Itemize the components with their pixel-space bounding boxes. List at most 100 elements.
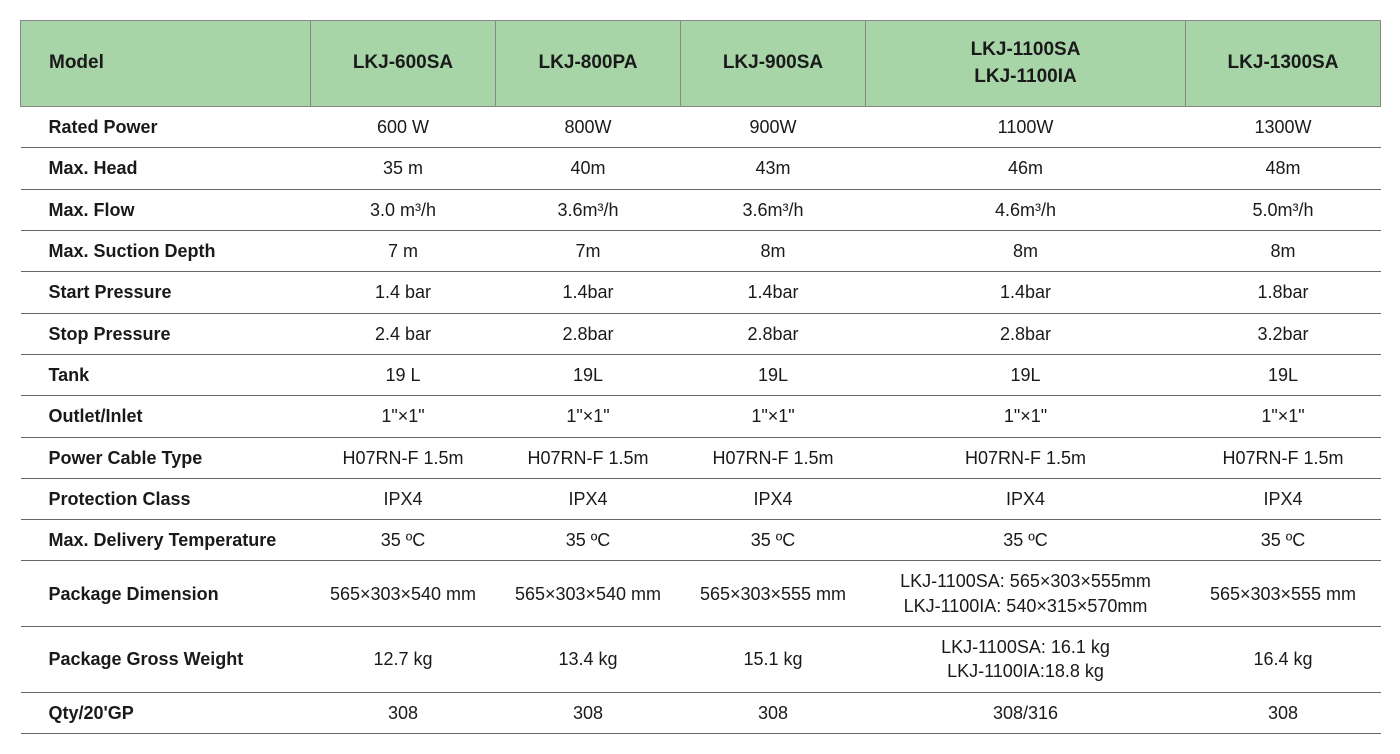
cell: LKJ-1100SA: 16.1 kg LKJ-1100IA:18.8 kg — [866, 627, 1186, 693]
row-label: Qty/20'GP — [21, 692, 311, 733]
table-row: Rated Power600 W800W900W1100W1300W — [21, 107, 1381, 148]
header-model-2: LKJ-900SA — [681, 21, 866, 107]
table-row: Start Pressure1.4 bar1.4bar1.4bar1.4bar1… — [21, 272, 1381, 313]
cell: IPX4 — [1186, 478, 1381, 519]
cell: 3.6m³/h — [496, 189, 681, 230]
table-row: Tank19 L19L19L19L19L — [21, 354, 1381, 395]
cell: 1.4 bar — [311, 272, 496, 313]
cell: H07RN-F 1.5m — [1186, 437, 1381, 478]
cell: 35 ºC — [681, 520, 866, 561]
cell: 308 — [496, 692, 681, 733]
cell: 35 m — [311, 148, 496, 189]
cell: 16.4 kg — [1186, 627, 1381, 693]
cell: 5.0m³/h — [1186, 189, 1381, 230]
table-row: Outlet/Inlet1"×1"1"×1"1"×1"1"×1"1"×1" — [21, 396, 1381, 437]
header-model-4: LKJ-1300SA — [1186, 21, 1381, 107]
cell: 1100W — [866, 107, 1186, 148]
table-row: Power Cable TypeH07RN-F 1.5mH07RN-F 1.5m… — [21, 437, 1381, 478]
cell: 19L — [1186, 354, 1381, 395]
cell: 7 m — [311, 231, 496, 272]
cell: 19L — [866, 354, 1186, 395]
cell: H07RN-F 1.5m — [681, 437, 866, 478]
cell: 308 — [1186, 692, 1381, 733]
cell: 7m — [496, 231, 681, 272]
table-row: Max. Head35 m40m43m46m48m — [21, 148, 1381, 189]
cell: 12.7 kg — [311, 627, 496, 693]
header-model-1: LKJ-800PA — [496, 21, 681, 107]
header-label: Model — [21, 21, 311, 107]
cell: IPX4 — [496, 478, 681, 519]
row-label: Package Gross Weight — [21, 627, 311, 693]
cell: 19 L — [311, 354, 496, 395]
cell: 565×303×540 mm — [311, 561, 496, 627]
header-row: Model LKJ-600SA LKJ-800PA LKJ-900SA LKJ-… — [21, 21, 1381, 107]
cell: 800W — [496, 107, 681, 148]
cell: 35 ºC — [866, 520, 1186, 561]
cell: 1"×1" — [866, 396, 1186, 437]
cell: 8m — [866, 231, 1186, 272]
cell: 19L — [681, 354, 866, 395]
cell: 1.8bar — [1186, 272, 1381, 313]
cell: 1"×1" — [681, 396, 866, 437]
row-label: Max. Head — [21, 148, 311, 189]
cell: 1"×1" — [311, 396, 496, 437]
row-label: Rated Power — [21, 107, 311, 148]
table-body: Rated Power600 W800W900W1100W1300WMax. H… — [21, 107, 1381, 734]
cell: 3.6m³/h — [681, 189, 866, 230]
cell: H07RN-F 1.5m — [866, 437, 1186, 478]
table-row: Protection ClassIPX4IPX4IPX4IPX4IPX4 — [21, 478, 1381, 519]
cell: 1.4bar — [681, 272, 866, 313]
cell: 3.2bar — [1186, 313, 1381, 354]
cell: 565×303×540 mm — [496, 561, 681, 627]
table-header: Model LKJ-600SA LKJ-800PA LKJ-900SA LKJ-… — [21, 21, 1381, 107]
cell: IPX4 — [681, 478, 866, 519]
table-row: Max. Suction Depth7 m7m8m8m8m — [21, 231, 1381, 272]
cell: 308 — [311, 692, 496, 733]
cell: 2.8bar — [496, 313, 681, 354]
cell: 308/316 — [866, 692, 1186, 733]
cell: IPX4 — [866, 478, 1186, 519]
cell: 565×303×555 mm — [681, 561, 866, 627]
cell: 40m — [496, 148, 681, 189]
cell: IPX4 — [311, 478, 496, 519]
cell: 13.4 kg — [496, 627, 681, 693]
cell: 35 ºC — [311, 520, 496, 561]
cell: 8m — [681, 231, 866, 272]
table-row: Package Dimension565×303×540 mm565×303×5… — [21, 561, 1381, 627]
cell: 43m — [681, 148, 866, 189]
row-label: Outlet/Inlet — [21, 396, 311, 437]
cell: 2.8bar — [681, 313, 866, 354]
table-row: Max. Delivery Temperature35 ºC35 ºC35 ºC… — [21, 520, 1381, 561]
row-label: Max. Flow — [21, 189, 311, 230]
cell: 2.8bar — [866, 313, 1186, 354]
cell: LKJ-1100SA: 565×303×555mm LKJ-1100IA: 54… — [866, 561, 1186, 627]
header-model-0: LKJ-600SA — [311, 21, 496, 107]
table-row: Max. Flow3.0 m³/h3.6m³/h3.6m³/h4.6m³/h5.… — [21, 189, 1381, 230]
cell: 3.0 m³/h — [311, 189, 496, 230]
cell: 8m — [1186, 231, 1381, 272]
cell: H07RN-F 1.5m — [496, 437, 681, 478]
cell: 2.4 bar — [311, 313, 496, 354]
header-model-3: LKJ-1100SA LKJ-1100IA — [866, 21, 1186, 107]
cell: 1"×1" — [496, 396, 681, 437]
cell: 565×303×555 mm — [1186, 561, 1381, 627]
row-label: Max. Delivery Temperature — [21, 520, 311, 561]
cell: 1"×1" — [1186, 396, 1381, 437]
cell: 4.6m³/h — [866, 189, 1186, 230]
row-label: Tank — [21, 354, 311, 395]
spec-table: Model LKJ-600SA LKJ-800PA LKJ-900SA LKJ-… — [20, 20, 1381, 734]
cell: 900W — [681, 107, 866, 148]
row-label: Start Pressure — [21, 272, 311, 313]
cell: 46m — [866, 148, 1186, 189]
cell: 1300W — [1186, 107, 1381, 148]
cell: 15.1 kg — [681, 627, 866, 693]
row-label: Package Dimension — [21, 561, 311, 627]
row-label: Protection Class — [21, 478, 311, 519]
cell: 35 ºC — [496, 520, 681, 561]
cell: 35 ºC — [1186, 520, 1381, 561]
cell: 1.4bar — [496, 272, 681, 313]
cell: 48m — [1186, 148, 1381, 189]
cell: 19L — [496, 354, 681, 395]
row-label: Max. Suction Depth — [21, 231, 311, 272]
cell: 1.4bar — [866, 272, 1186, 313]
